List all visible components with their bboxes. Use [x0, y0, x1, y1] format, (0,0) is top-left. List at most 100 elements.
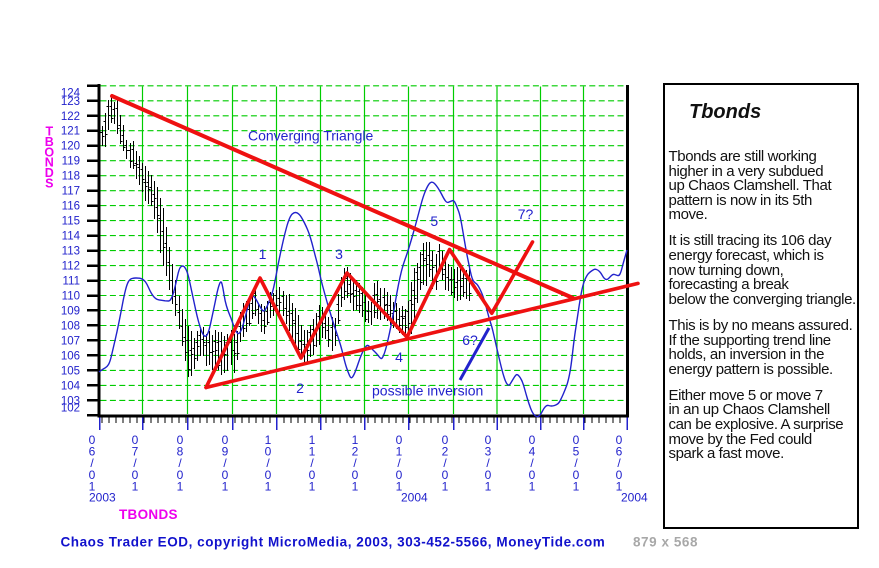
svg-text:0: 0: [485, 468, 492, 482]
svg-text:/: /: [133, 456, 137, 470]
svg-text:0: 0: [396, 468, 403, 482]
svg-text:0: 0: [265, 468, 272, 482]
svg-text:/: /: [178, 456, 182, 470]
svg-text:7: 7: [132, 445, 139, 459]
svg-text:1: 1: [177, 479, 184, 493]
svg-text:0: 0: [177, 433, 184, 447]
svg-text:0: 0: [89, 468, 96, 482]
svg-text:0: 0: [485, 433, 492, 447]
svg-text:0: 0: [616, 433, 623, 447]
svg-text:0: 0: [529, 468, 536, 482]
svg-text:1: 1: [132, 479, 139, 493]
svg-text:1: 1: [265, 479, 272, 493]
svg-text:0: 0: [352, 468, 359, 482]
svg-text:1: 1: [89, 479, 96, 493]
svg-text:/: /: [617, 456, 621, 470]
svg-text:4: 4: [395, 349, 403, 365]
svg-text:0: 0: [222, 433, 229, 447]
svg-text:Converging Triangle: Converging Triangle: [248, 128, 374, 144]
svg-text:0: 0: [222, 468, 229, 482]
svg-text:1: 1: [396, 445, 403, 459]
svg-text:1: 1: [222, 479, 229, 493]
svg-text:1: 1: [309, 445, 316, 459]
svg-text:B: B: [45, 135, 54, 149]
svg-text:4: 4: [529, 445, 536, 459]
svg-text:117: 117: [62, 186, 80, 198]
svg-text:O: O: [44, 145, 54, 159]
svg-text:879 x 568: 879 x 568: [633, 535, 698, 550]
svg-text:1: 1: [259, 246, 267, 262]
svg-text:1: 1: [309, 433, 316, 447]
svg-text:123: 123: [61, 96, 80, 108]
svg-text:110: 110: [62, 291, 80, 303]
svg-text:9: 9: [222, 445, 229, 459]
svg-text:0: 0: [396, 433, 403, 447]
svg-text:S: S: [45, 177, 53, 191]
svg-text:possible inversion: possible inversion: [372, 383, 483, 399]
svg-text:1: 1: [309, 479, 316, 493]
svg-text:5: 5: [430, 213, 438, 229]
svg-text:Chaos Trader EOD, copyright Mi: Chaos Trader EOD, copyright MicroMedia, …: [61, 535, 606, 550]
svg-text:2: 2: [296, 380, 304, 396]
svg-text:109: 109: [61, 306, 80, 318]
svg-text:119: 119: [62, 156, 80, 168]
svg-text:/: /: [223, 456, 227, 470]
svg-text:/: /: [90, 456, 94, 470]
svg-text:1: 1: [352, 479, 359, 493]
svg-text:121: 121: [61, 126, 80, 138]
svg-text:0: 0: [89, 433, 96, 447]
svg-text:/: /: [397, 456, 401, 470]
svg-text:107: 107: [61, 335, 80, 347]
svg-text:0: 0: [573, 433, 580, 447]
svg-text:1: 1: [442, 479, 449, 493]
svg-text:D: D: [45, 166, 54, 180]
svg-text:124: 124: [61, 88, 81, 100]
svg-text:114: 114: [62, 231, 81, 243]
svg-text:0: 0: [309, 468, 316, 482]
svg-text:122: 122: [61, 111, 80, 123]
svg-text:0: 0: [265, 445, 272, 459]
svg-text:2: 2: [442, 445, 449, 459]
svg-text:112: 112: [62, 261, 80, 273]
svg-text:111: 111: [63, 276, 80, 288]
svg-text:118: 118: [62, 171, 80, 183]
svg-text:1: 1: [265, 433, 272, 447]
svg-text:0: 0: [529, 433, 536, 447]
svg-text:0: 0: [132, 468, 139, 482]
svg-text:/: /: [353, 456, 357, 470]
svg-text:T: T: [45, 125, 53, 139]
svg-text:1: 1: [352, 433, 359, 447]
svg-text:113: 113: [62, 246, 80, 258]
svg-text:/: /: [574, 456, 578, 470]
svg-text:2003: 2003: [89, 491, 116, 505]
svg-text:8: 8: [177, 445, 184, 459]
svg-text:0: 0: [442, 433, 449, 447]
svg-text:106: 106: [61, 350, 80, 362]
svg-text:104: 104: [61, 380, 81, 392]
svg-text:6?: 6?: [462, 332, 478, 348]
svg-text:0: 0: [132, 433, 139, 447]
svg-text:115: 115: [62, 216, 80, 228]
svg-text:/: /: [266, 456, 270, 470]
svg-text:2004: 2004: [621, 491, 648, 505]
svg-text:7?: 7?: [518, 206, 534, 222]
svg-text:1: 1: [485, 479, 492, 493]
svg-text:3: 3: [485, 445, 492, 459]
svg-text:6: 6: [89, 445, 96, 459]
svg-text:0: 0: [177, 468, 184, 482]
svg-text:105: 105: [61, 365, 80, 377]
svg-text:/: /: [310, 456, 314, 470]
svg-text:116: 116: [62, 201, 80, 213]
svg-text:/: /: [530, 456, 534, 470]
svg-text:1: 1: [529, 479, 536, 493]
svg-text:1: 1: [616, 479, 623, 493]
svg-text:0: 0: [616, 468, 623, 482]
svg-text:0: 0: [442, 468, 449, 482]
svg-text:108: 108: [61, 320, 80, 332]
svg-text:5: 5: [573, 445, 580, 459]
svg-text:/: /: [486, 456, 490, 470]
svg-text:N: N: [45, 156, 54, 170]
svg-text:1: 1: [573, 479, 580, 493]
svg-text:2: 2: [352, 445, 359, 459]
svg-text:120: 120: [61, 141, 80, 153]
